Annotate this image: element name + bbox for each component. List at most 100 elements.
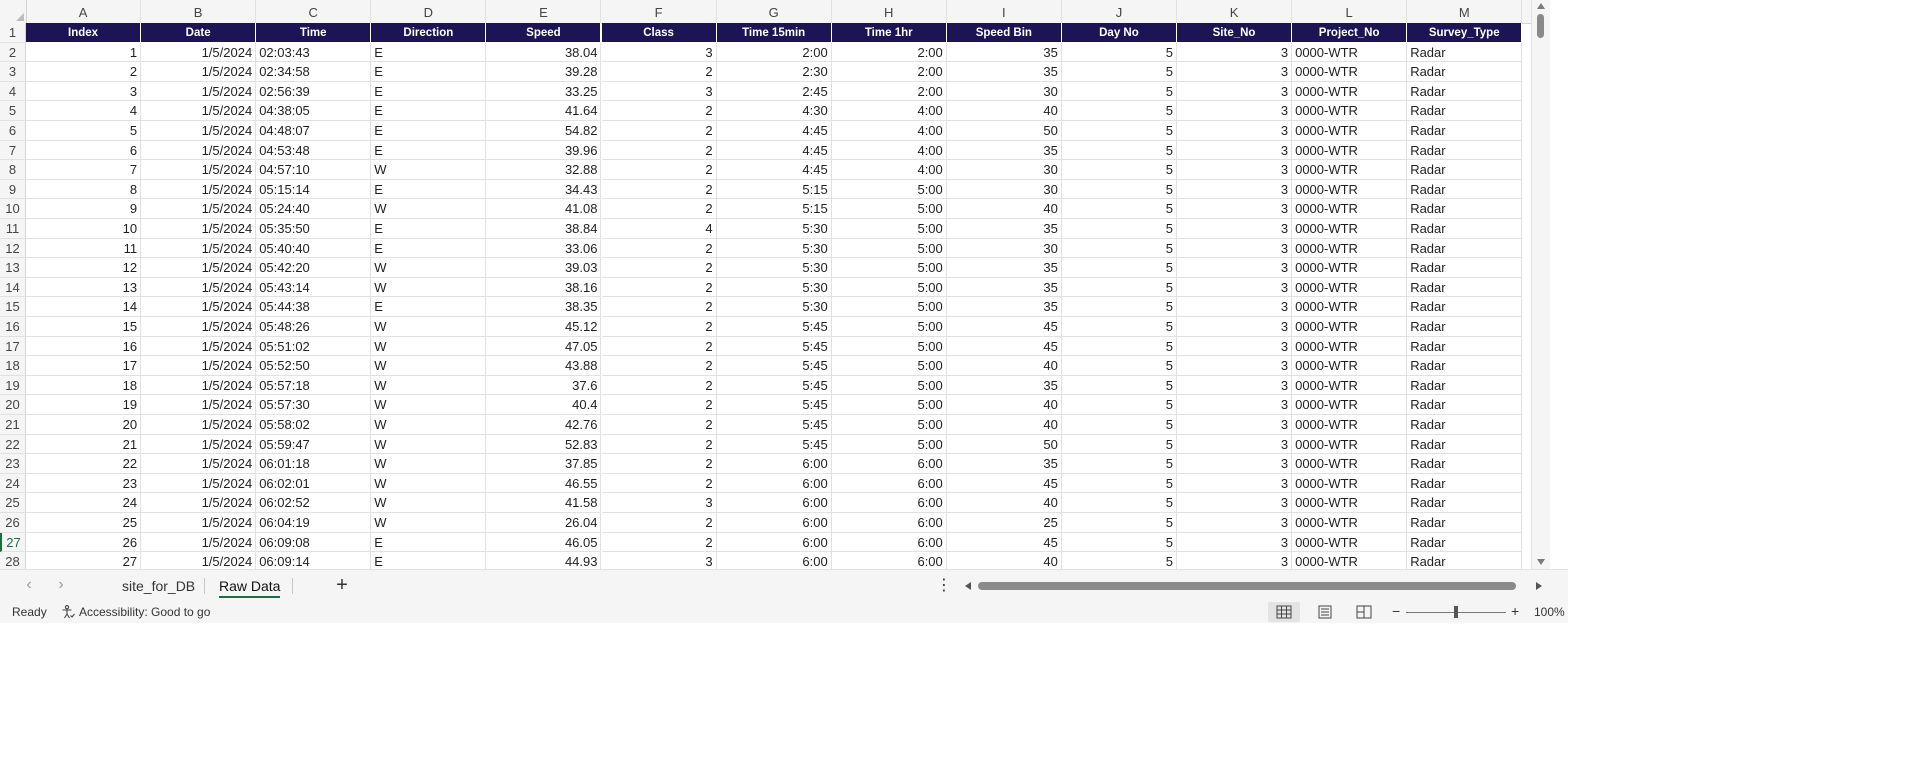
cell[interactable]: 0000-WTR	[1292, 317, 1408, 337]
cell[interactable]: 0000-WTR	[1292, 179, 1408, 200]
cell[interactable]: 40	[946, 101, 1062, 121]
cell[interactable]: 5	[1061, 238, 1177, 259]
scroll-up-arrow-icon[interactable]	[1537, 3, 1545, 9]
cell[interactable]: 0000-WTR	[1292, 219, 1408, 239]
cell[interactable]: 0000-WTR	[1292, 493, 1408, 513]
cell[interactable]: Radar	[1407, 101, 1523, 121]
next-sheet-chevron-icon[interactable]: ›	[58, 576, 64, 593]
cell[interactable]: 05:58:02	[256, 415, 372, 435]
cell[interactable]: 1/5/2024	[141, 395, 257, 415]
row-number[interactable]: 23	[0, 454, 26, 474]
cell[interactable]: Radar	[1407, 42, 1523, 63]
cell[interactable]: 1/5/2024	[141, 297, 257, 317]
cell[interactable]: 12	[26, 258, 142, 278]
cell[interactable]: 30	[946, 179, 1062, 200]
cell[interactable]: 2	[601, 356, 717, 376]
cell[interactable]: 06:01:18	[256, 454, 372, 474]
cell[interactable]: 5	[26, 121, 142, 141]
cell[interactable]: 3	[1177, 395, 1293, 415]
cell[interactable]: 2	[601, 101, 717, 121]
accessibility-status[interactable]: Accessibility: Good to go	[79, 605, 211, 619]
cell[interactable]: 33.06	[486, 238, 602, 259]
cell[interactable]: Radar	[1407, 199, 1523, 219]
cell[interactable]: 06:04:19	[256, 513, 372, 533]
cell[interactable]: 0000-WTR	[1292, 552, 1408, 569]
cell[interactable]: Radar	[1407, 513, 1523, 533]
cell[interactable]: 30	[946, 238, 1062, 259]
cell[interactable]: 35	[946, 62, 1062, 82]
prev-sheet-chevron-icon[interactable]: ‹	[26, 576, 32, 593]
cell[interactable]: 1/5/2024	[141, 160, 257, 180]
cell[interactable]: 5:00	[831, 199, 947, 219]
column-header-e[interactable]: Speed	[486, 23, 602, 43]
cell[interactable]: 54.82	[486, 121, 602, 141]
cell[interactable]: 6:00	[832, 552, 947, 569]
cell[interactable]: 3	[601, 81, 717, 102]
column-header-k[interactable]: Site_No	[1177, 23, 1293, 43]
cell[interactable]: Radar	[1407, 81, 1523, 102]
cell[interactable]: Radar	[1407, 415, 1523, 435]
cell[interactable]: 0000-WTR	[1292, 199, 1408, 219]
cell[interactable]: 2:45	[716, 81, 832, 102]
cell[interactable]: 3	[1177, 121, 1293, 141]
cell[interactable]: 0000-WTR	[1292, 454, 1408, 474]
cell[interactable]: 0000-WTR	[1292, 140, 1408, 161]
row-number[interactable]: 10	[0, 199, 26, 219]
cell[interactable]: 35	[946, 297, 1062, 317]
cell[interactable]: 3	[1177, 160, 1293, 180]
cell[interactable]: 5	[1061, 356, 1177, 376]
cell[interactable]: 3	[1177, 81, 1293, 102]
cell[interactable]: 40	[946, 356, 1062, 376]
cell[interactable]: 05:43:14	[256, 277, 372, 298]
cell[interactable]: 4	[26, 101, 142, 121]
cell[interactable]: 40.4	[486, 395, 602, 415]
cell[interactable]: 0000-WTR	[1292, 81, 1408, 102]
cell[interactable]: 04:38:05	[256, 101, 372, 121]
cell[interactable]: 35	[946, 277, 1062, 298]
cell[interactable]: 06:09:14	[256, 552, 372, 569]
scroll-down-arrow-icon[interactable]	[1537, 559, 1545, 565]
cell[interactable]: 35	[946, 375, 1062, 396]
cell[interactable]: 3	[26, 81, 142, 102]
cell[interactable]: 05:57:18	[256, 375, 372, 396]
cell[interactable]: 2	[601, 532, 717, 553]
vertical-scroll-thumb[interactable]	[1537, 14, 1544, 38]
cell[interactable]: 5	[1061, 532, 1177, 553]
cell[interactable]: 05:44:38	[256, 297, 372, 317]
cell[interactable]: 3	[1177, 513, 1293, 533]
cell[interactable]: 35	[946, 219, 1062, 239]
cell[interactable]: E	[371, 219, 487, 239]
cell[interactable]: 1/5/2024	[141, 317, 257, 337]
cell[interactable]: Radar	[1407, 493, 1523, 513]
cell[interactable]: 5	[1061, 219, 1177, 239]
cell[interactable]: 0000-WTR	[1292, 395, 1408, 415]
cell[interactable]: 1/5/2024	[141, 140, 257, 161]
cell[interactable]: 3	[1177, 101, 1293, 121]
cell[interactable]: 20	[26, 415, 142, 435]
cell[interactable]: 4:45	[716, 121, 832, 141]
cell[interactable]: 41.58	[486, 493, 602, 513]
column-letter-e[interactable]: E	[486, 0, 602, 23]
column-letter-l[interactable]: L	[1292, 0, 1408, 23]
cell[interactable]: 5:00	[831, 297, 947, 317]
cell[interactable]: 3	[1177, 140, 1293, 161]
cell[interactable]: 5:45	[716, 375, 832, 396]
row-number[interactable]: 9	[0, 179, 26, 200]
cell[interactable]: 4:30	[716, 101, 832, 121]
cell[interactable]: W	[371, 395, 487, 415]
cell[interactable]: W	[371, 375, 487, 396]
cell[interactable]: 3	[1177, 454, 1293, 474]
cell[interactable]: 02:56:39	[256, 81, 372, 102]
cell[interactable]: 2	[601, 375, 717, 396]
cell[interactable]: 35	[946, 454, 1062, 474]
cell[interactable]: E	[371, 81, 487, 102]
cell[interactable]: 39.28	[486, 62, 602, 82]
cell[interactable]: Radar	[1407, 140, 1523, 161]
cell[interactable]: 1/5/2024	[141, 81, 257, 102]
cell[interactable]: 1/5/2024	[141, 121, 257, 141]
cell[interactable]: 38.16	[486, 277, 602, 298]
cell[interactable]: 3	[1177, 179, 1293, 200]
cell[interactable]: 0000-WTR	[1292, 101, 1408, 121]
cell[interactable]: 23	[26, 473, 142, 494]
cell[interactable]: 3	[1177, 434, 1293, 455]
